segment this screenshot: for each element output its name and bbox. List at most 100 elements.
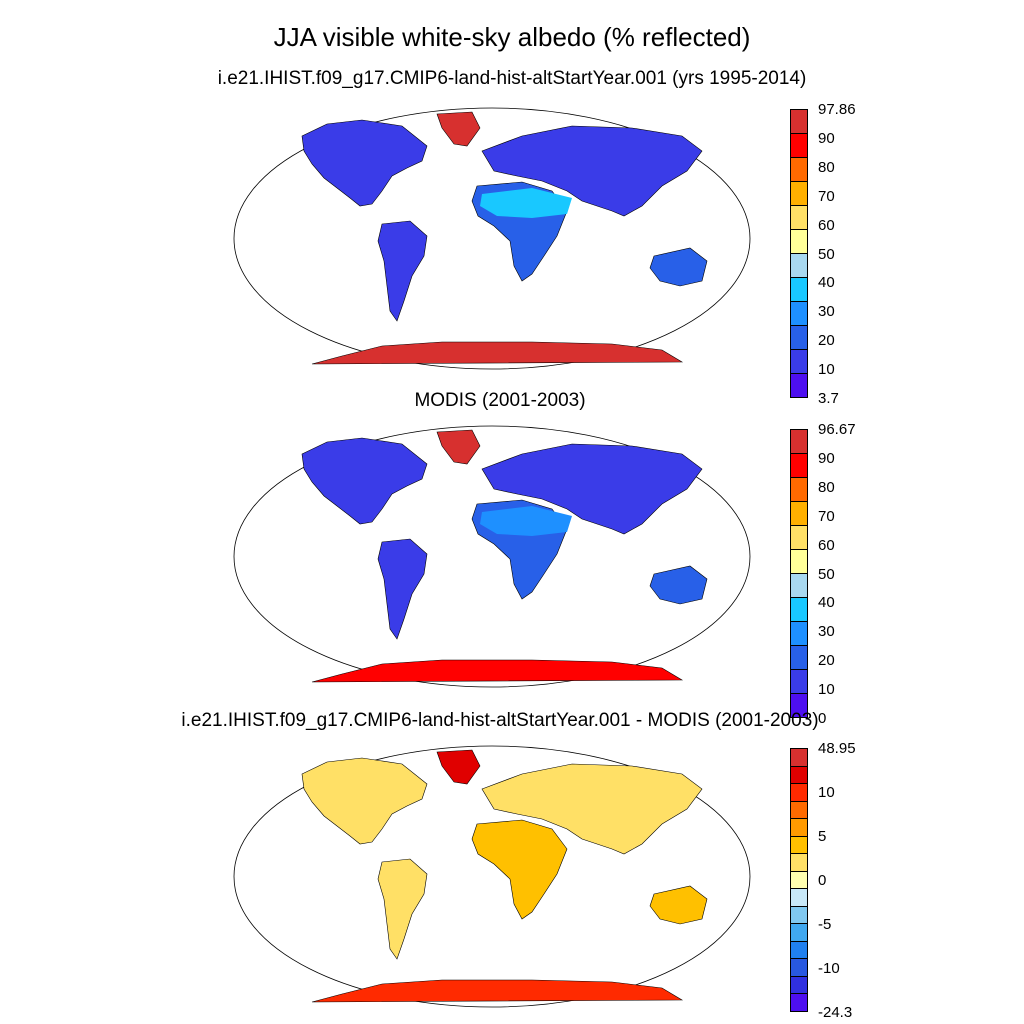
sahara-region <box>480 188 572 218</box>
colorbar-tick-label: 48.95 <box>818 740 856 757</box>
colorbar-swatch <box>790 109 808 134</box>
continent-eurasia <box>481 443 703 535</box>
colorbar-swatch <box>790 549 808 574</box>
colorbar-swatch <box>790 993 808 1012</box>
colorbar-tick-label: 90 <box>818 449 835 467</box>
colorbar-swatch <box>790 477 808 502</box>
colorbar-swatch <box>790 958 808 977</box>
colorbar-tick-label: 50 <box>818 565 835 583</box>
continent-na <box>301 119 428 207</box>
colorbar-tick-label: 80 <box>818 478 835 496</box>
colorbar-swatch <box>790 325 808 350</box>
colorbar-swatch <box>790 373 808 398</box>
colorbar-swatch <box>790 818 808 837</box>
continent-sa <box>377 538 428 640</box>
colorbar-swatch <box>790 573 808 598</box>
continent-na <box>301 757 428 845</box>
colorbar-tick-label: 80 <box>818 158 835 176</box>
colorbar-tick-label: 30 <box>818 303 835 321</box>
colorbar-swatch <box>790 181 808 206</box>
continent-africa <box>471 819 568 920</box>
continent-na <box>301 437 428 525</box>
panel-1-colorbar <box>790 109 808 398</box>
continent-australia <box>649 885 708 925</box>
colorbar-tick-label: 50 <box>818 245 835 263</box>
colorbar-tick-label: 30 <box>818 623 835 641</box>
colorbar-tick-label: -5 <box>818 915 832 933</box>
colorbar-swatch <box>790 229 808 254</box>
colorbar-swatch <box>790 940 808 959</box>
panel-1-map-svg <box>233 107 751 370</box>
continent-australia <box>649 565 708 605</box>
panel-1-subtitle: i.e21.IHIST.f09_g17.CMIP6-land-hist-altS… <box>217 68 807 89</box>
colorbar-tick-label: 5 <box>818 827 827 845</box>
colorbar-swatch <box>790 429 808 454</box>
sahara-region <box>480 506 572 536</box>
panel-2-map-svg <box>233 425 751 688</box>
colorbar-tick-label: 0 <box>818 871 827 889</box>
colorbar-tick-label: 10 <box>818 783 835 801</box>
colorbar-swatch <box>790 693 808 718</box>
colorbar-swatch <box>790 453 808 478</box>
colorbar-tick-label: -10 <box>818 959 840 977</box>
colorbar-tick-label: 10 <box>818 361 835 379</box>
colorbar-swatch <box>790 301 808 326</box>
colorbar-tick-label: 60 <box>818 536 835 554</box>
colorbar-swatch <box>790 349 808 374</box>
colorbar-tick-label: 20 <box>818 332 835 350</box>
figure-title: JJA visible white-sky albedo (% reflecte… <box>273 22 751 52</box>
colorbar-tick-label: -24.3 <box>818 1003 853 1021</box>
colorbar-swatch <box>790 835 808 854</box>
continent-antarctica <box>311 979 684 1003</box>
continent-greenland <box>436 749 481 785</box>
continent-eurasia <box>481 763 703 855</box>
colorbar-swatch <box>790 748 808 767</box>
colorbar-tick-label: 0 <box>818 710 827 727</box>
colorbar-tick-label: 70 <box>818 187 835 205</box>
colorbar-tick-label: 20 <box>818 652 835 670</box>
panel-2-colorbar <box>790 429 808 718</box>
colorbar-swatch <box>790 205 808 230</box>
panel-2-colorbar-labels: 96.67 90 80 70 60 50 40 30 20 10 0 <box>812 421 882 726</box>
colorbar-swatch <box>790 621 808 646</box>
colorbar-tick-label: 40 <box>818 594 835 612</box>
continent-australia <box>649 247 708 287</box>
colorbar-swatch <box>790 853 808 872</box>
colorbar-swatch <box>790 975 808 994</box>
colorbar-swatch <box>790 253 808 278</box>
continent-antarctica <box>311 659 684 683</box>
colorbar-swatch <box>790 133 808 158</box>
colorbar-swatch <box>790 923 808 942</box>
colorbar-swatch <box>790 525 808 550</box>
colorbar-swatch <box>790 277 808 302</box>
colorbar-swatch <box>790 870 808 889</box>
colorbar-swatch <box>790 157 808 182</box>
panel-1-colorbar-labels: 97.86 90 80 70 60 50 40 30 20 10 3.7 <box>812 101 882 406</box>
colorbar-tick-label: 3.7 <box>818 390 839 407</box>
colorbar-tick-label: 70 <box>818 507 835 525</box>
continent-eurasia <box>481 125 703 217</box>
continent-greenland <box>436 429 481 465</box>
colorbar-tick-label: 10 <box>818 681 835 699</box>
colorbar-tick-label: 96.67 <box>818 421 856 438</box>
colorbar-swatch <box>790 800 808 819</box>
colorbar-tick-label: 90 <box>818 129 835 147</box>
panel-3-colorbar-labels: 48.95 10 5 0 -5 -10 -24.3 <box>812 740 882 1020</box>
colorbar-swatch <box>790 783 808 802</box>
continent-antarctica <box>311 341 684 365</box>
colorbar-tick-label: 60 <box>818 216 835 234</box>
continent-sa <box>377 220 428 322</box>
colorbar-tick-label: 97.86 <box>818 101 856 118</box>
panel-3-subtitle: i.e21.IHIST.f09_g17.CMIP6-land-hist-altS… <box>181 710 819 731</box>
colorbar-swatch <box>790 765 808 784</box>
panel-1-map <box>232 106 752 371</box>
panel-3-map <box>232 744 752 1009</box>
colorbar-swatch <box>790 501 808 526</box>
colorbar-swatch <box>790 888 808 907</box>
panel-3-colorbar <box>790 748 808 1012</box>
panel-2-subtitle: MODIS (2001-2003) <box>414 390 586 411</box>
continent-sa <box>377 858 428 960</box>
panel-3-map-svg <box>233 745 751 1008</box>
colorbar-swatch <box>790 597 808 622</box>
continent-greenland <box>436 111 481 147</box>
